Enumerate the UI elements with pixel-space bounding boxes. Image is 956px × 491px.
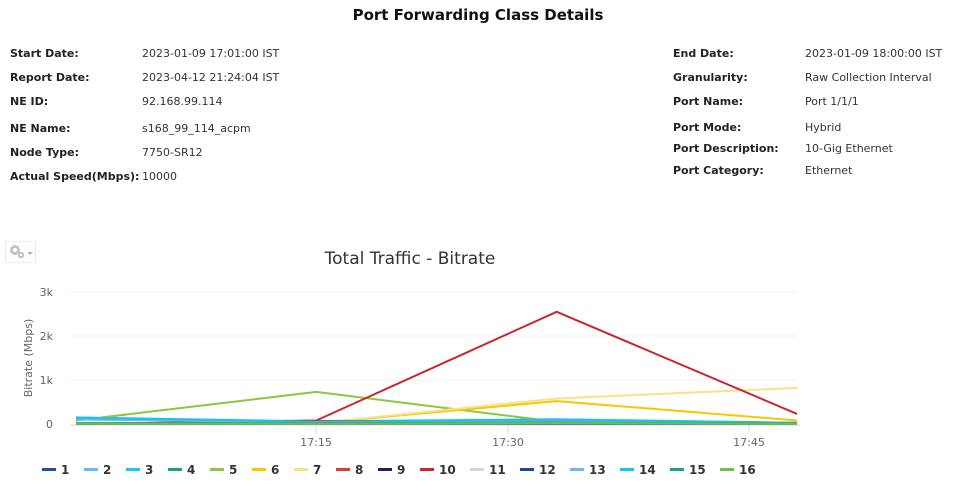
legend-item-3[interactable]: 3 (126, 463, 153, 477)
legend-label: 3 (145, 463, 154, 477)
gear-icon (10, 245, 33, 259)
caret-down-icon (27, 252, 33, 255)
field-value: Ethernet (805, 164, 853, 177)
legend-label: 2 (103, 463, 112, 477)
legend-swatch-icon (168, 468, 182, 471)
legend-item-6[interactable]: 6 (252, 463, 279, 477)
legend-item-1[interactable]: 1 (42, 463, 69, 477)
legend-item-12[interactable]: 12 (520, 463, 556, 477)
legend-item-4[interactable]: 4 (168, 463, 195, 477)
legend-label: 15 (689, 463, 706, 477)
field-label: NE Name: (10, 122, 71, 135)
chart-title: Total Traffic - Bitrate (324, 249, 496, 269)
legend-item-5[interactable]: 5 (210, 463, 237, 477)
legend-label: 16 (739, 463, 756, 477)
chart-options-button[interactable] (5, 241, 36, 263)
field-label: Actual Speed(Mbps): (10, 170, 140, 183)
field-value: Port 1/1/1 (805, 95, 859, 108)
legend-item-15[interactable]: 15 (670, 463, 706, 477)
field-value: Hybrid (805, 121, 842, 134)
legend-swatch-icon (210, 468, 224, 471)
legend-swatch-icon (84, 468, 98, 471)
field-value: 10-Gig Ethernet (805, 142, 893, 155)
legend-swatch-icon (252, 468, 266, 471)
report-title: Port Forwarding Class Details (352, 6, 604, 24)
legend-swatch-icon (670, 468, 684, 471)
legend-item-10[interactable]: 10 (420, 463, 456, 477)
legend-swatch-icon (570, 468, 584, 471)
y-tick-label: 2k (40, 330, 54, 343)
y-tick-label: 3k (40, 286, 54, 299)
field-label: End Date: (673, 47, 734, 60)
legend-swatch-icon (294, 468, 308, 471)
legend-swatch-icon (378, 468, 392, 471)
legend-item-9[interactable]: 9 (378, 463, 405, 477)
y-tick-label: 0 (46, 418, 53, 431)
legend-item-14[interactable]: 14 (620, 463, 656, 477)
y-tick-label: 1k (40, 374, 54, 387)
legend-label: 6 (271, 463, 280, 477)
x-tick-label: 17:15 (300, 436, 332, 449)
legend-swatch-icon (620, 468, 634, 471)
field-value: 92.168.99.114 (142, 95, 223, 108)
legend-label: 4 (187, 463, 196, 477)
series-line-14[interactable] (75, 416, 798, 424)
legend-label: 8 (355, 463, 364, 477)
legend-item-16[interactable]: 16 (720, 463, 756, 477)
y-axis-label: Bitrate (Mbps) (22, 319, 35, 398)
legend-label: 1 (61, 463, 70, 477)
field-label: Port Mode: (673, 121, 742, 134)
legend-label: 12 (539, 463, 556, 477)
field-label: Start Date: (10, 47, 79, 60)
legend-item-11[interactable]: 11 (470, 463, 506, 477)
series-line-16[interactable] (76, 422, 798, 425)
field-value: 2023-01-09 18:00:00 IST (805, 47, 943, 60)
field-value: 2023-01-09 17:01:00 IST (142, 47, 280, 60)
field-value: 2023-04-12 21:24:04 IST (142, 71, 280, 84)
field-label: Port Description: (673, 142, 779, 155)
legend-label: 14 (639, 463, 656, 477)
field-value: 10000 (142, 170, 177, 183)
x-tick-label: 17:30 (492, 436, 524, 449)
legend-swatch-icon (420, 468, 434, 471)
legend-swatch-icon (470, 468, 484, 471)
field-label: Report Date: (10, 71, 90, 84)
field-value: s168_99_114_acpm (142, 122, 251, 135)
legend-item-2[interactable]: 2 (84, 463, 111, 477)
legend-label: 13 (589, 463, 606, 477)
legend-label: 5 (229, 463, 238, 477)
legend-label: 11 (489, 463, 506, 477)
field-value: Raw Collection Interval (805, 71, 932, 84)
legend-item-13[interactable]: 13 (570, 463, 606, 477)
field-label: NE ID: (10, 95, 49, 108)
field-label: Port Name: (673, 95, 744, 108)
legend-item-7[interactable]: 7 (294, 463, 321, 477)
legend-label: 9 (397, 463, 406, 477)
legend-swatch-icon (720, 468, 734, 471)
legend-label: 7 (313, 463, 322, 477)
x-tick-label: 17:45 (733, 436, 765, 449)
legend-swatch-icon (126, 468, 140, 471)
legend-swatch-icon (336, 468, 350, 471)
legend-swatch-icon (520, 468, 534, 471)
field-label: Granularity: (673, 71, 748, 84)
legend-label: 10 (439, 463, 456, 477)
field-value: 7750-SR12 (142, 146, 203, 159)
line-chart: 0 1k 2k 3k 17:15 17:30 17:45 Bitrate (Mbps) (22, 286, 800, 449)
field-label: Node Type: (10, 146, 80, 159)
legend-item-8[interactable]: 8 (336, 463, 363, 477)
field-label: Port Category: (673, 164, 764, 177)
legend-swatch-icon (42, 468, 56, 471)
